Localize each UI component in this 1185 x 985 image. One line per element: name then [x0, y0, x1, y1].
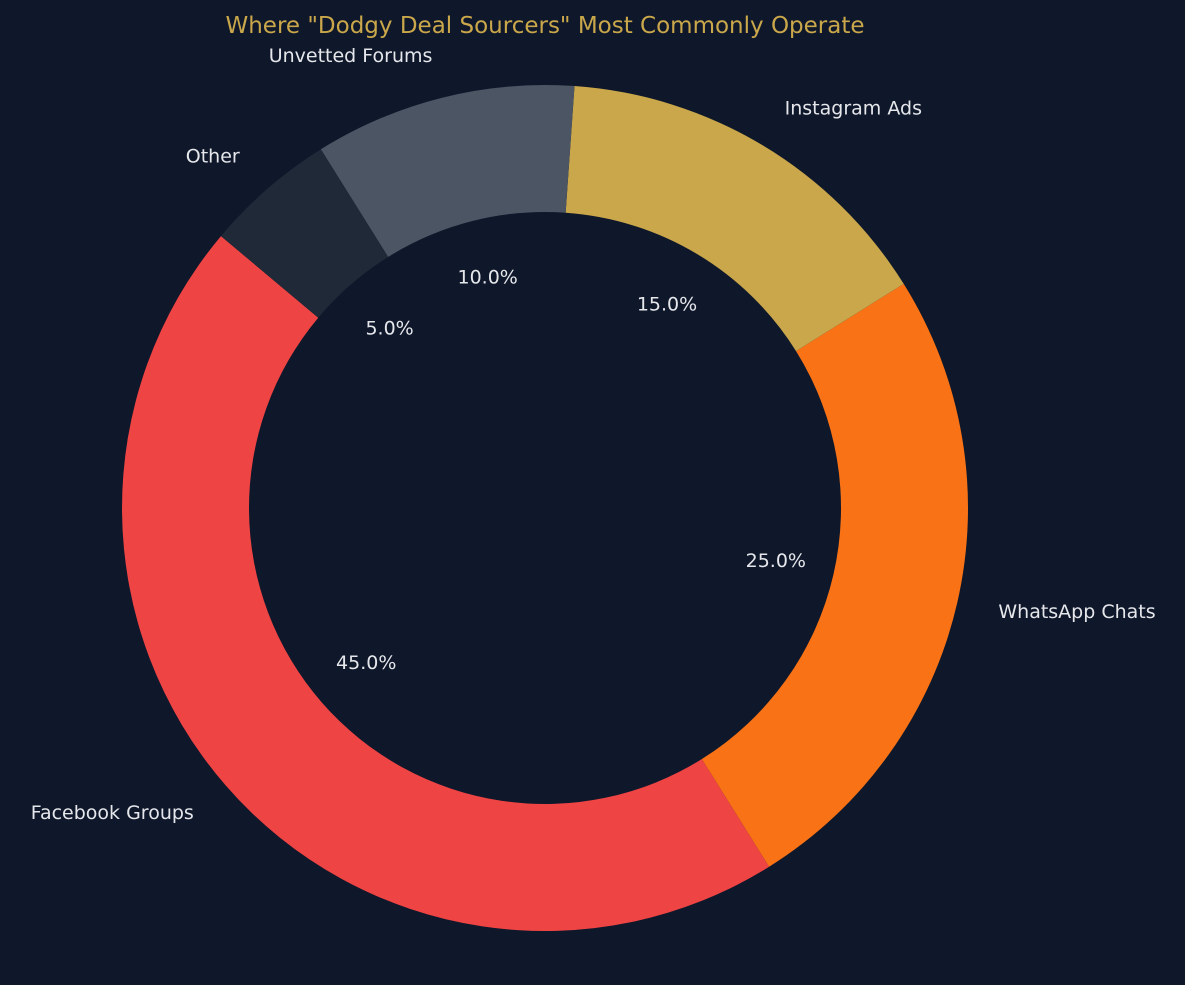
- slice-other: [220, 149, 389, 318]
- chart-title: Where "Dodgy Deal Sourcers" Most Commonl…: [225, 13, 864, 39]
- pct-label-other: 5.0%: [365, 318, 413, 340]
- pct-label-instagram-ads: 15.0%: [637, 293, 697, 315]
- label-group: Facebook Groups 45.0% WhatsApp Chats 25.0% I…: [31, 45, 1156, 824]
- slice-unvetted-forums: [320, 85, 575, 257]
- pct-label-facebook-groups: 45.0%: [336, 652, 396, 674]
- slice-label-whatsapp-chats: WhatsApp Chats: [998, 601, 1155, 623]
- slice-whatsapp-chats: [701, 283, 969, 867]
- slice-instagram-ads: [565, 86, 904, 352]
- slice-label-instagram-ads: Instagram Ads: [785, 98, 922, 120]
- pct-label-unvetted-forums: 10.0%: [458, 267, 518, 289]
- pct-label-whatsapp-chats: 25.0%: [746, 550, 806, 572]
- slice-label-facebook-groups: Facebook Groups: [31, 802, 194, 824]
- slice-label-unvetted-forums: Unvetted Forums: [269, 45, 433, 67]
- slice-group: [121, 85, 969, 932]
- slice-facebook-groups: [121, 236, 770, 932]
- slice-label-other: Other: [186, 145, 240, 167]
